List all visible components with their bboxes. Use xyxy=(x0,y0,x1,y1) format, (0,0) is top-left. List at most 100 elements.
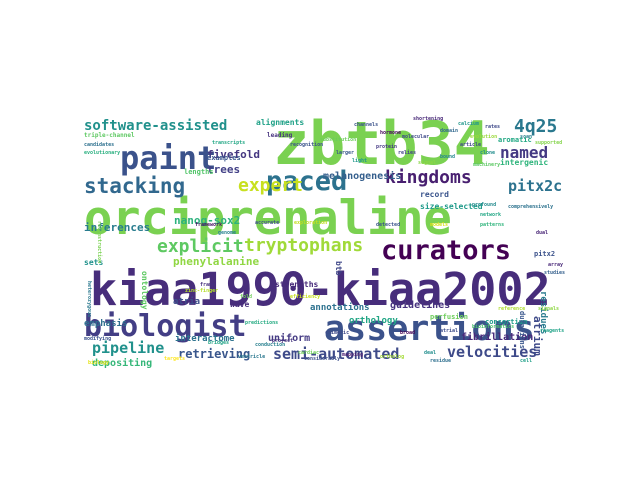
word-calcium: calcium xyxy=(458,121,480,127)
word-atrial: atrial xyxy=(440,328,459,334)
word-ortholog: ortholog xyxy=(380,354,405,360)
word-hormone: hormone xyxy=(380,130,402,136)
word-orciprenaline: orciprenaline xyxy=(84,191,452,246)
word-trees: trees xyxy=(207,163,241,176)
word-studies: studies xyxy=(544,270,566,276)
word-paint: paint xyxy=(120,139,217,177)
word-uniform: uniform xyxy=(268,333,311,344)
word-deal: deal xyxy=(424,350,437,356)
word-alignments: alignments xyxy=(256,118,305,127)
word-network: network xyxy=(480,212,502,218)
word-fibrillation: fibrillation xyxy=(461,332,534,343)
word-orthology: orthology xyxy=(349,316,398,326)
word-reagents: reagents xyxy=(540,328,565,334)
word-reconstruction: reconstruction xyxy=(96,221,102,264)
word-profound: profound xyxy=(472,202,497,208)
word-assertions: assertions xyxy=(324,309,535,349)
word-bioinf: bioinformatics xyxy=(472,324,515,330)
word-substitution: substitution xyxy=(320,137,357,143)
word-detected: detected xyxy=(376,222,401,228)
word-intergenic: intergenic xyxy=(500,158,549,167)
word-reference: reference xyxy=(498,306,526,312)
word-biology: biology xyxy=(88,360,110,366)
word-velocities: velocities xyxy=(447,343,538,361)
word-perfusion: perfusion xyxy=(430,313,468,321)
word-atrium: atrium xyxy=(531,316,544,356)
word-cloud: zbtb34 orciprenaline kiaa1990-kiaa2002 b… xyxy=(80,111,568,373)
word-4q25: 4q25 xyxy=(514,116,558,137)
word-cardiac: cardiac xyxy=(298,350,320,356)
word-relies: relies xyxy=(398,150,417,156)
word-named: named xyxy=(500,143,549,162)
word-bound: bound xyxy=(440,154,456,160)
word-frame: frame xyxy=(200,282,216,288)
word-emphasis: emphasis xyxy=(84,319,128,329)
word-evolution: evolution xyxy=(470,134,498,140)
word-candidates: candidates xyxy=(84,142,115,148)
word-array: array xyxy=(548,262,564,268)
word-shortening: shortening xyxy=(413,116,444,122)
word-signal: signal xyxy=(418,160,437,166)
word-project: project xyxy=(272,338,294,344)
word-clone: clone xyxy=(480,150,496,156)
word-retrieving: retrieving xyxy=(178,347,251,361)
word-accurate: accurate xyxy=(255,220,280,226)
word-domain: domain xyxy=(440,128,459,134)
word-zbtb34: zbtb34 xyxy=(273,111,490,179)
word-residues: residues xyxy=(538,291,548,335)
word-larger: larger xyxy=(336,150,355,156)
word-evolutionary: evolutionary xyxy=(84,150,121,156)
word-chimeric: chimeric xyxy=(325,330,350,336)
word-pitx2c: pitx2c xyxy=(508,177,563,195)
word-wave: wave xyxy=(230,300,250,309)
word-software-assisted: software-assisted xyxy=(84,118,228,134)
word-durations: durations xyxy=(518,311,526,349)
word-leading: leading xyxy=(267,132,293,139)
word-broad: broad xyxy=(400,330,416,336)
word-paced: paced xyxy=(266,166,348,197)
word-cell: cell xyxy=(520,358,533,364)
word-zinc-finger: zinc-finger xyxy=(185,288,219,294)
word-pipeline: pipeline xyxy=(92,339,165,357)
word-channels: channels xyxy=(354,122,379,128)
word-protein: protein xyxy=(376,144,398,150)
word-patterns: patterns xyxy=(480,222,505,228)
word-pitx2: pitx2 xyxy=(534,250,556,258)
word-predictions: predictions xyxy=(245,320,279,326)
word-mapping: mapping xyxy=(342,352,364,358)
word-expert: expert xyxy=(238,175,304,196)
word-size-selected: size-selected xyxy=(420,202,483,211)
word-transcripts: transcripts xyxy=(212,140,246,146)
word-dual: dual xyxy=(536,230,549,236)
word-recognition: recognition xyxy=(290,142,324,148)
word-article: article xyxy=(460,142,482,148)
word-guidelines: guidelines xyxy=(390,300,451,311)
word-rates: rates xyxy=(485,124,501,130)
word-sets: sets xyxy=(84,258,104,267)
word-btb: btb xyxy=(334,261,343,276)
word-fivefold: fivefold xyxy=(207,148,260,161)
word-targets: targets xyxy=(164,356,186,362)
word-ventricle: ventricle xyxy=(238,354,266,360)
word-examples: examples xyxy=(207,154,241,162)
word-kingdoms: kingdoms xyxy=(385,167,472,188)
word-machinery: machinery xyxy=(473,162,501,168)
word-consortium: consortium xyxy=(485,318,528,326)
word-melanogenesis: melanogenesis xyxy=(323,171,402,182)
word-triple: triple-channel xyxy=(84,132,135,139)
word-biologist: biologist xyxy=(84,309,247,344)
word-comprehensively: comprehensively xyxy=(508,204,554,210)
word-annotations: annotations xyxy=(310,303,370,313)
word-supported: supported xyxy=(535,140,563,146)
word-aromatic: aromatic xyxy=(498,136,532,144)
word-models: models xyxy=(430,222,449,228)
word-heterozygous: heterozygous xyxy=(86,281,92,318)
word-genome: genome xyxy=(218,230,237,236)
word-interactome: interactome xyxy=(175,334,235,344)
word-bridges: bridges xyxy=(208,340,230,346)
word-signal2: signals xyxy=(538,306,560,312)
word-record: record xyxy=(420,190,449,199)
word-inferences: inferences xyxy=(84,221,151,234)
word-stacking: stacking xyxy=(84,174,186,198)
word-tryptophans: tryptophans xyxy=(244,235,364,256)
